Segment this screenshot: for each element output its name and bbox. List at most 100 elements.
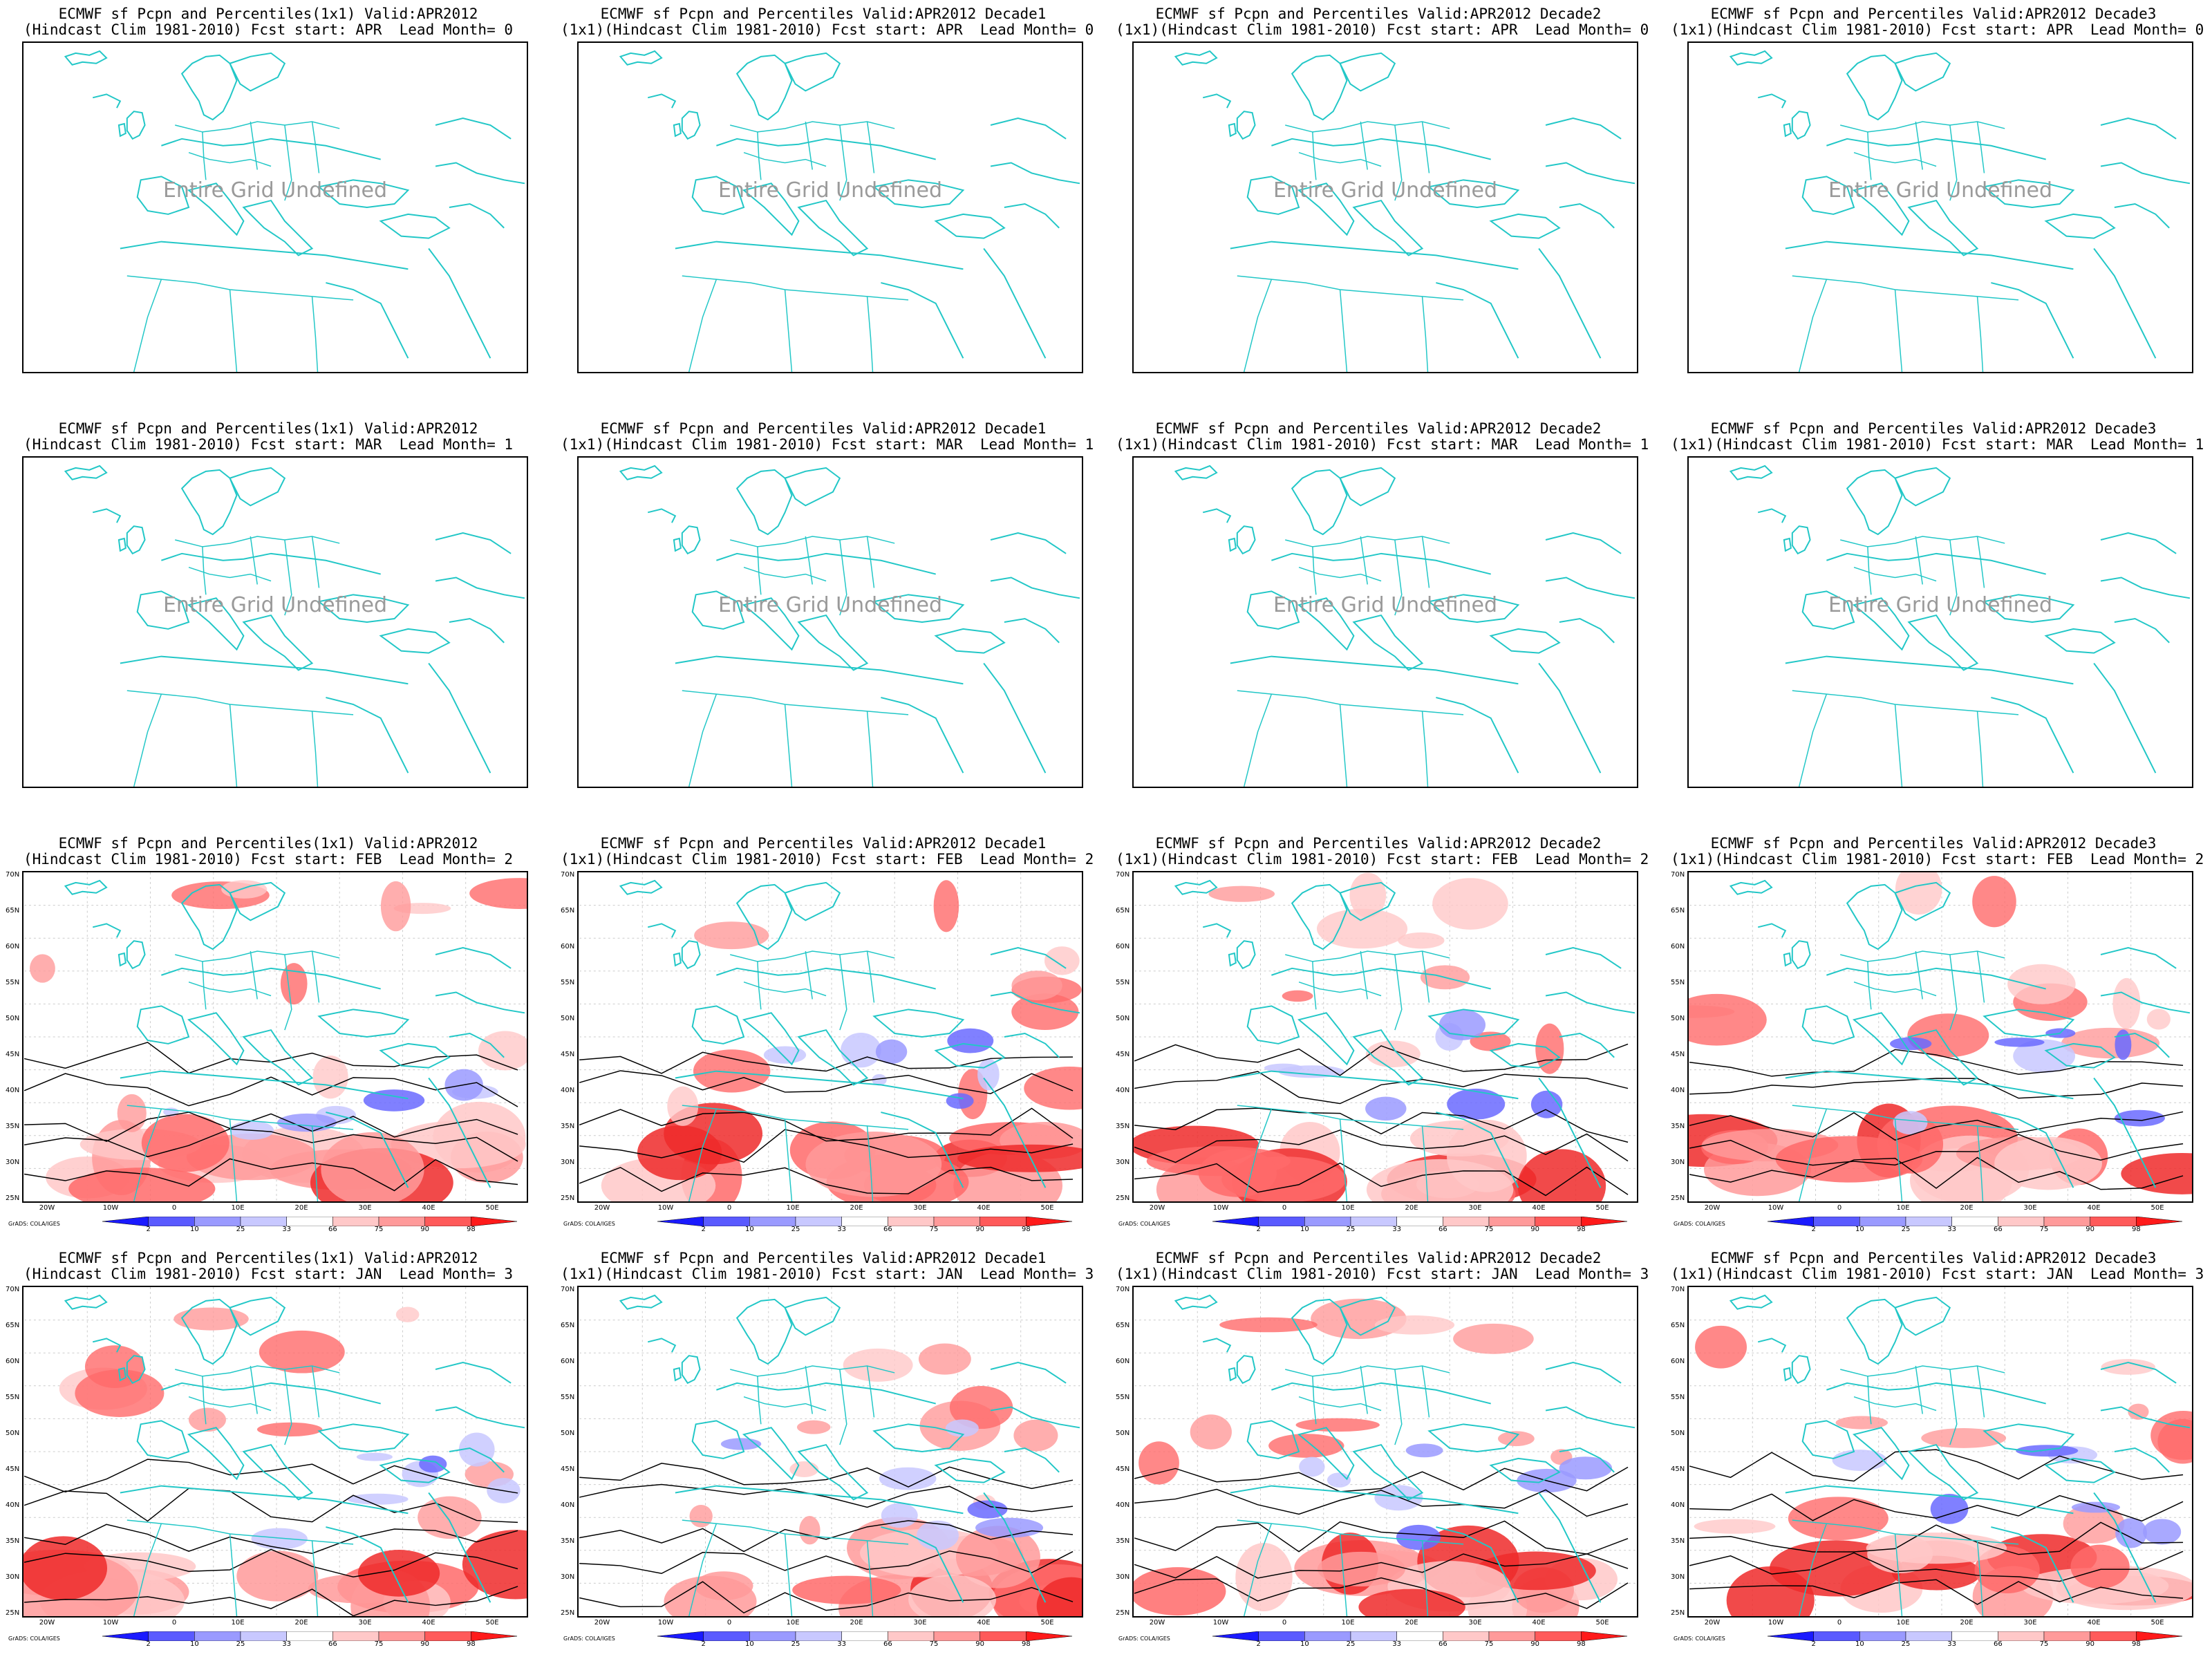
- lat-tick-label: 55N: [1671, 1394, 1685, 1401]
- coastline: [983, 247, 1047, 359]
- coastline: [435, 1406, 525, 1429]
- percentile-contour: [1689, 1078, 2184, 1099]
- lon-tick-label: 0: [1282, 1204, 1287, 1212]
- above-normal-area: [1921, 1428, 2007, 1448]
- coastline: [681, 1355, 701, 1385]
- colorbar-swatch: [332, 1631, 379, 1641]
- lon-tick-label: 10E: [231, 1619, 245, 1627]
- coastline: [872, 179, 965, 208]
- coastline: [990, 162, 1080, 185]
- lat-tick-label: 45N: [6, 1465, 20, 1473]
- coastline: [990, 532, 1067, 554]
- country-border: [1894, 1533, 1903, 1616]
- colorbar-swatch: [795, 1217, 842, 1226]
- grads-credit: GrADS: COLA/IGES: [1674, 1221, 1725, 1227]
- coastline: [1436, 697, 1519, 774]
- below-normal-area: [419, 1455, 447, 1473]
- coastline: [1785, 241, 2074, 270]
- colorbar-swatch: [657, 1217, 704, 1226]
- lat-tick-label: 55N: [6, 979, 20, 986]
- colorbar-swatch: [2136, 1631, 2182, 1641]
- lat-tick-label: 55N: [1116, 979, 1130, 986]
- lat-tick-label: 30N: [6, 1159, 20, 1166]
- country-border: [202, 546, 207, 595]
- lat-tick-label: 60N: [1671, 1358, 1685, 1365]
- colorbar-swatch: [1396, 1631, 1443, 1641]
- country-border: [311, 296, 319, 372]
- map-frame: Entire Grid Undefined: [1132, 41, 1638, 373]
- coastline: [784, 52, 841, 92]
- country-border: [1840, 121, 2005, 133]
- coastline: [161, 967, 381, 990]
- lat-tick-label: 40N: [561, 1501, 575, 1509]
- colorbar-label: 25: [1901, 1226, 1911, 1233]
- coastline: [990, 577, 1080, 599]
- below-normal-area: [872, 1074, 887, 1086]
- colorbar-swatch: [1443, 1631, 1490, 1641]
- lat-tick-label: 50N: [1116, 1015, 1130, 1022]
- colorbar-label: 75: [374, 1226, 384, 1233]
- coastline: [742, 1427, 800, 1481]
- country-border: [866, 1125, 874, 1201]
- coastline: [647, 508, 677, 523]
- colorbar-swatch: [1768, 1217, 1814, 1226]
- coastline: [619, 879, 663, 895]
- colorbar-swatch: [841, 1631, 888, 1641]
- coastline: [1230, 655, 1519, 685]
- country-border: [1243, 693, 1273, 787]
- map-canvas: [619, 465, 1080, 787]
- colorbar-swatch: [1951, 1217, 1998, 1226]
- colorbar-swatch: [194, 1217, 241, 1226]
- colorbar-swatch: [841, 1217, 888, 1226]
- coastline: [317, 1009, 410, 1038]
- country-border: [202, 1376, 207, 1425]
- coastline: [428, 662, 491, 774]
- coastline: [881, 1112, 964, 1188]
- grads-credit: GrADS: COLA/IGES: [1118, 1635, 1170, 1642]
- percentile-contour: [1689, 1134, 2184, 1166]
- country-border: [805, 1365, 813, 1414]
- colorbar-swatch: [1859, 1217, 1906, 1226]
- colorbar-swatch: [980, 1631, 1027, 1641]
- map-canvas: [1689, 1287, 2192, 1616]
- lat-tick-label: 65N: [1116, 1322, 1130, 1329]
- coastline: [1801, 1420, 1855, 1459]
- lat-tick-label: 30N: [1671, 1159, 1685, 1166]
- coastline: [1545, 991, 1635, 1014]
- country-border: [311, 950, 320, 1003]
- colorbar-label: 25: [791, 1640, 800, 1648]
- lon-tick-label: 50E: [485, 1619, 499, 1627]
- lat-tick-label: 30N: [1116, 1573, 1130, 1581]
- panel-title-line1: ECMWF sf Pcpn and Percentiles Valid:APR2…: [1155, 420, 1602, 437]
- country-border: [133, 693, 162, 787]
- colorbar-label: 98: [1576, 1226, 1586, 1233]
- colorbar-label: 66: [1993, 1226, 2003, 1233]
- coastline: [1228, 1367, 1237, 1382]
- lat-tick-label: 35N: [1671, 1537, 1685, 1545]
- above-normal-area: [792, 1575, 901, 1604]
- country-border: [688, 693, 718, 787]
- map-canvas: [619, 50, 1080, 372]
- colorbar-swatches: [1212, 1217, 1627, 1226]
- lon-tick-label: 0: [171, 1204, 177, 1212]
- map-panel: ECMWF sf Pcpn and Percentiles Valid:APR2…: [561, 830, 1094, 1244]
- colorbar-swatch: [1535, 1631, 1582, 1641]
- coastline: [317, 179, 410, 208]
- colorbar-swatch: [2090, 1217, 2137, 1226]
- colorbar-swatch: [1258, 1631, 1305, 1641]
- lat-tick-label: 60N: [561, 1358, 575, 1365]
- above-normal-area: [1190, 1414, 1232, 1450]
- lon-tick-label: 20W: [594, 1204, 610, 1212]
- lon-tick-label: 20E: [294, 1619, 308, 1627]
- country-border: [1840, 950, 2005, 962]
- lat-tick-label: 30N: [1671, 1573, 1685, 1581]
- coastline: [2114, 1033, 2170, 1058]
- coastline: [675, 241, 964, 270]
- coastline: [1757, 93, 1787, 109]
- colorbar-label: 98: [2131, 1226, 2141, 1233]
- panel-title-line1: ECMWF sf Pcpn and Percentiles Valid:APR2…: [1155, 1250, 1602, 1266]
- above-normal-area: [637, 1125, 722, 1181]
- colorbar-swatch: [1581, 1217, 1627, 1226]
- country-border: [1285, 121, 1450, 133]
- coastline: [180, 1298, 238, 1365]
